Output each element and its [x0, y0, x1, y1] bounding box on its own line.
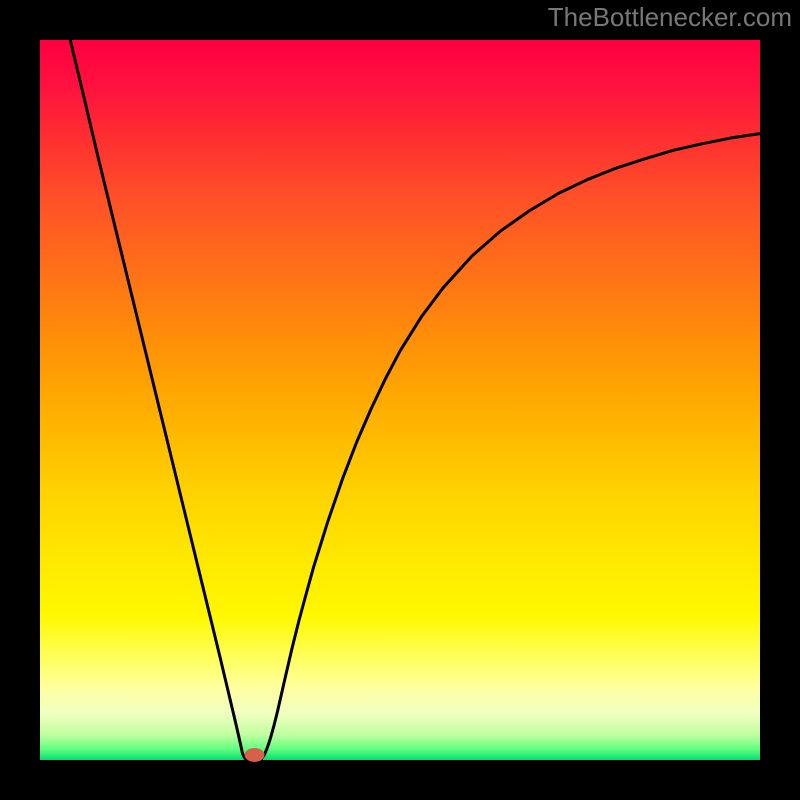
plot-background	[40, 40, 760, 760]
chart-container: TheBottlenecker.com	[0, 0, 800, 800]
optimum-marker	[245, 748, 265, 762]
bottleneck-chart	[0, 0, 800, 800]
watermark-text: TheBottlenecker.com	[548, 2, 792, 33]
